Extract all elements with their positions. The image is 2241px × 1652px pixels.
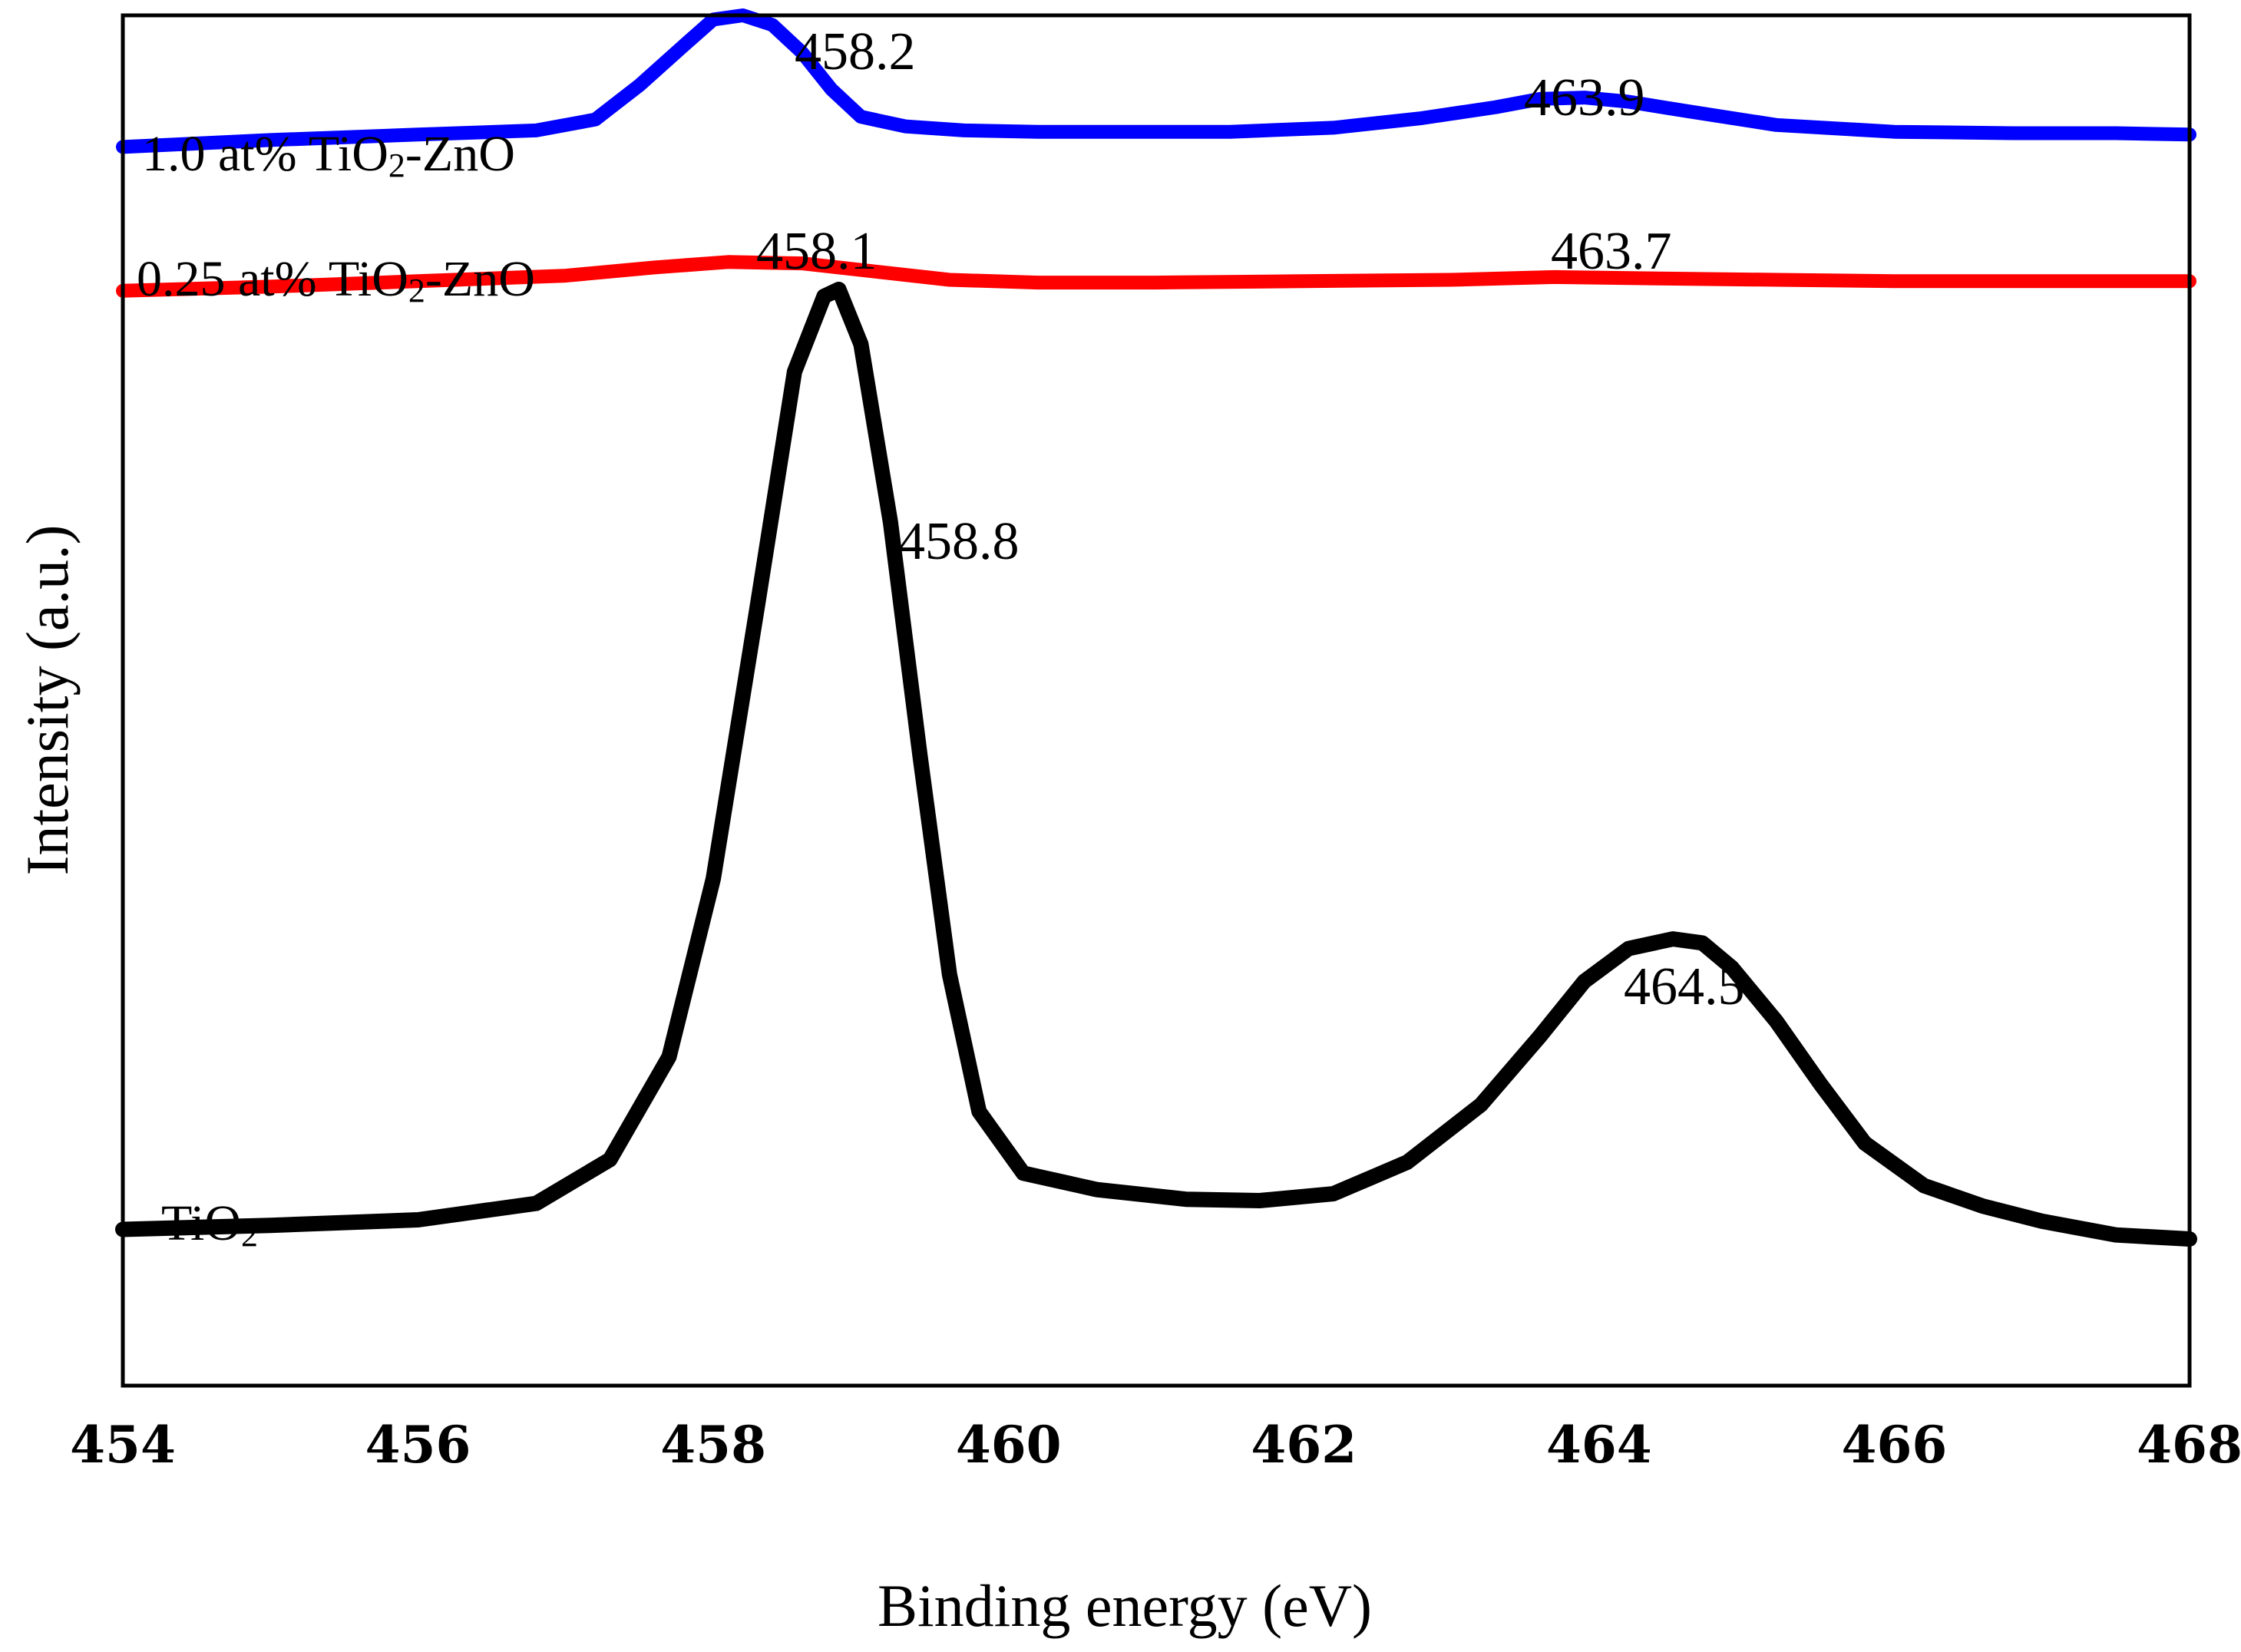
x-axis-title: Binding energy (eV) [878,1572,1372,1639]
peak-label-red-1: 458.1 [756,222,878,281]
x-tick-label: 456 [365,1415,471,1475]
peak-label-black-2: 464.5 [1624,957,1745,1016]
peak-label-black-1: 458.8 [898,512,1020,571]
series-label-red-main: 0.25 at% TiO [137,251,408,307]
peak-label-red-2: 463.7 [1551,222,1672,281]
series-line-blue [116,8,2196,154]
series-label-red: 0.25 at% TiO2-ZnO [137,251,535,309]
x-tick-label: 466 [1842,1415,1948,1475]
series-label-blue-main: 1.0 at% TiO [142,126,388,182]
series-line-red [116,255,2196,298]
series-label-blue: 1.0 at% TiO2-ZnO [142,126,515,184]
series-label-black-main: TiO [161,1195,241,1251]
series-line-black [115,282,2197,1247]
x-tick-label: 464 [1546,1415,1652,1475]
series-label-red-sub: 2 [408,272,425,309]
series-label-blue-sub: 2 [388,147,405,184]
series-label-black: TiO2 [161,1195,258,1254]
x-tick-label: 460 [956,1415,1062,1475]
y-axis-title: Intensity (a.u.) [14,524,81,875]
x-tick-labels: 454 456 458 460 462 464 466 468 [70,1415,2241,1475]
x-tick-label: 462 [1251,1415,1357,1475]
series-label-black-sub: 2 [241,1216,258,1254]
series-label-blue-tail: -ZnO [405,126,515,182]
series-layer [115,8,2197,1247]
plot-frame [121,13,2192,1388]
peak-label-blue-1: 458.2 [795,22,916,81]
x-tick-label: 468 [2137,1415,2241,1475]
peak-label-blue-2: 463.9 [1524,68,1645,127]
x-tick-label: 454 [70,1415,176,1475]
series-label-red-tail: -ZnO [425,251,535,307]
x-tick-label: 458 [660,1415,766,1475]
